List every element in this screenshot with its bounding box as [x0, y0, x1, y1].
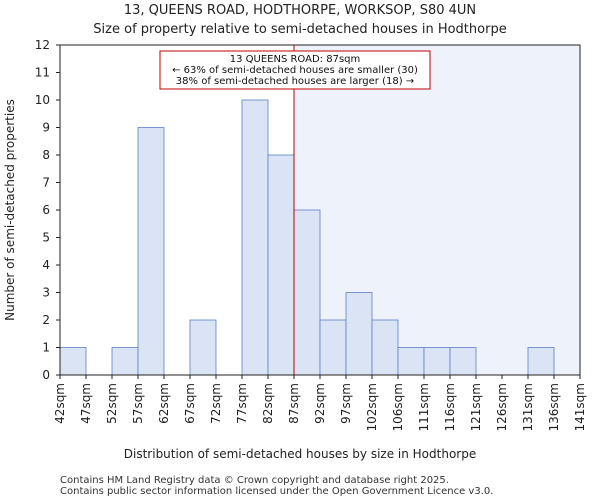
- y-tick-label: 4: [42, 258, 50, 272]
- y-tick-label: 7: [42, 176, 50, 190]
- bar-52sqm: [111, 347, 139, 376]
- x-tick-label: 116sqm: [443, 383, 457, 431]
- y-tick-label: 1: [42, 341, 50, 355]
- bar-82sqm: [267, 154, 295, 376]
- chart-subtitle: Size of property relative to semi-detach…: [93, 22, 506, 37]
- x-tick-label: 72sqm: [209, 383, 223, 424]
- x-tick-label: 47sqm: [79, 383, 93, 424]
- bars-group: [59, 99, 555, 376]
- annotation-box: 13 QUEENS ROAD: 87sqm ← 63% of semi-deta…: [159, 50, 431, 90]
- x-tick-label: 82sqm: [261, 383, 275, 424]
- annotation-line-3: 38% of semi-detached houses are larger (…: [176, 76, 414, 87]
- x-tick-label: 106sqm: [391, 383, 405, 431]
- y-tick-label: 5: [42, 231, 50, 245]
- annotation-line-1: 13 QUEENS ROAD: 87sqm: [230, 54, 361, 65]
- x-tick-label: 126sqm: [495, 383, 509, 431]
- bar-87sqm: [293, 209, 321, 376]
- y-tick-label: 12: [35, 38, 50, 52]
- y-tick-label: 2: [42, 313, 50, 327]
- bar-42sqm: [59, 347, 87, 376]
- x-tick-label: 136sqm: [547, 383, 561, 431]
- y-tick-label: 8: [42, 148, 50, 162]
- footer-line-1: Contains HM Land Registry data © Crown c…: [60, 475, 449, 486]
- y-tick-label: 9: [42, 121, 50, 135]
- x-axis-label: Distribution of semi-detached houses by …: [124, 447, 476, 461]
- bar-57sqm: [137, 127, 165, 376]
- x-axis-ticks: 42sqm 47sqm 52sqm 57sqm 62sqm 67sqm 72sqm 77sqm…: [53, 375, 587, 431]
- bar-106sqm: [397, 347, 425, 376]
- x-tick-label: 62sqm: [157, 383, 171, 424]
- bar-102sqm: [371, 319, 399, 376]
- chart-title: 13, QUEENS ROAD, HODTHORPE, WORKSOP, S80…: [124, 3, 476, 18]
- y-tick-label: 3: [42, 286, 50, 300]
- x-tick-label: 92sqm: [313, 383, 327, 424]
- x-tick-label: 141sqm: [573, 383, 587, 431]
- x-tick-label: 121sqm: [469, 383, 483, 431]
- x-tick-label: 97sqm: [339, 383, 353, 424]
- y-tick-label: 11: [35, 66, 50, 80]
- bar-97sqm: [345, 292, 373, 376]
- x-tick-label: 67sqm: [183, 383, 197, 424]
- y-axis-label: Number of semi-detached properties: [3, 99, 17, 321]
- x-tick-label: 87sqm: [287, 383, 301, 424]
- bar-111sqm: [423, 347, 451, 376]
- bar-77sqm: [241, 99, 269, 376]
- bar-67sqm: [189, 319, 217, 376]
- x-tick-label: 131sqm: [521, 383, 535, 431]
- x-tick-label: 102sqm: [365, 383, 379, 431]
- bar-92sqm: [319, 319, 347, 376]
- x-tick-label: 52sqm: [105, 383, 119, 424]
- x-tick-label: 77sqm: [235, 383, 249, 424]
- bar-116sqm: [449, 347, 477, 376]
- x-tick-label: 57sqm: [131, 383, 145, 424]
- y-tick-label: 6: [42, 203, 50, 217]
- annotation-line-2: ← 63% of semi-detached houses are smalle…: [172, 65, 418, 76]
- footer-line-2: Contains public sector information licen…: [60, 486, 493, 497]
- y-tick-label: 10: [35, 93, 50, 107]
- bar-131sqm: [527, 347, 555, 376]
- x-tick-label: 111sqm: [417, 383, 431, 431]
- x-tick-label: 42sqm: [53, 383, 67, 424]
- y-tick-label: 0: [42, 368, 50, 382]
